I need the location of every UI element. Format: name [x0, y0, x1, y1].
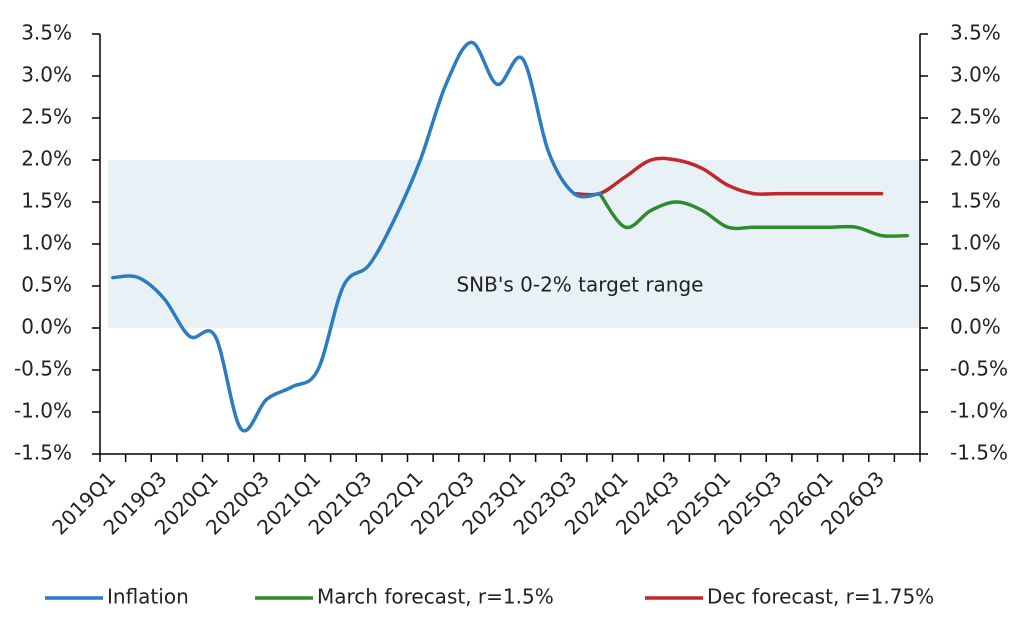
y2-tick-label: 3.5% — [950, 21, 1001, 45]
y2-tick-label: 3.0% — [950, 63, 1001, 87]
y-tick-label: -0.5% — [14, 357, 72, 381]
y2-tick-label: 0.0% — [950, 315, 1001, 339]
series-line — [111, 40, 602, 433]
y-tick-label: 2.0% — [21, 147, 72, 171]
y-tick-label: -1.0% — [14, 399, 72, 423]
y-tick-label: -1.5% — [14, 441, 72, 465]
y-tick-label: 1.0% — [21, 231, 72, 255]
y2-tick-label: 0.5% — [950, 273, 1001, 297]
band-label: SNB's 0-2% target range — [456, 273, 703, 297]
y-tick-label: 3.5% — [21, 21, 72, 45]
y2-tick-label: 2.5% — [950, 105, 1001, 129]
y-tick-label: 2.5% — [21, 105, 72, 129]
y-tick-label: 0.5% — [21, 273, 72, 297]
y2-tick-label: 1.0% — [950, 231, 1001, 255]
y2-tick-label: -1.5% — [950, 441, 1008, 465]
y-tick-label: 3.0% — [21, 63, 72, 87]
y-tick-label: 0.0% — [21, 315, 72, 339]
legend-label: March forecast, r=1.5% — [317, 585, 554, 609]
y2-tick-label: 2.0% — [950, 147, 1001, 171]
y2-tick-label: -0.5% — [950, 357, 1008, 381]
legend-label: Dec forecast, r=1.75% — [707, 585, 934, 609]
legend-label: Inflation — [107, 585, 189, 609]
series-line — [597, 191, 909, 238]
y2-tick-label: 1.5% — [950, 189, 1001, 213]
series-line — [572, 156, 884, 197]
target-band — [108, 160, 920, 328]
y-tick-label: 1.5% — [21, 189, 72, 213]
y2-tick-label: -1.0% — [950, 399, 1008, 423]
